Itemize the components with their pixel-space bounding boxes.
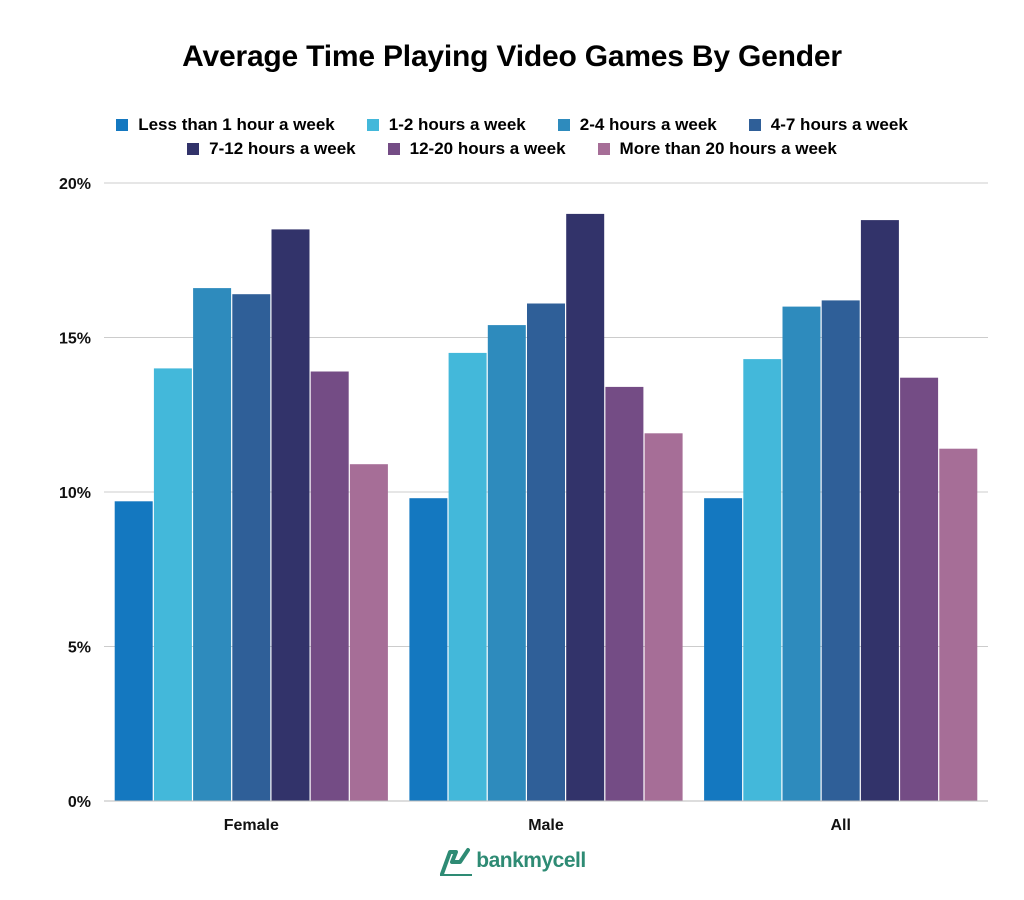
bar [566, 213, 605, 801]
bar [704, 498, 743, 801]
legend-label: 7-12 hours a week [209, 139, 356, 158]
bar [487, 325, 526, 801]
legend-label: 4-7 hours a week [770, 115, 908, 134]
bar [743, 359, 782, 801]
bar [782, 306, 821, 801]
bar [114, 501, 153, 801]
y-tick-label: 10% [59, 485, 91, 502]
legend-label: 2-4 hours a week [579, 115, 717, 134]
bar [644, 433, 683, 801]
legend-item: 2-4 hours a week [557, 114, 717, 136]
legend-item: 1-2 hours a week [366, 114, 526, 136]
legend-swatch [116, 119, 129, 131]
legend-label: 1-2 hours a week [388, 115, 526, 134]
legend-swatch [597, 143, 610, 155]
legend-swatch [557, 119, 570, 131]
bar [349, 464, 388, 801]
legend-label: 12-20 hours a week [409, 139, 566, 158]
y-tick-label: 15% [59, 331, 91, 348]
brand-logo: bankmycell [0, 846, 1024, 876]
bar [271, 229, 310, 801]
legend-item: 7-12 hours a week [187, 138, 356, 160]
logo-text: bankmycell [476, 849, 586, 872]
legend-label: Less than 1 hour a week [138, 115, 335, 134]
axes: 0% 5% 10% 15% 20% Female Male All [59, 176, 988, 834]
legend-swatch [387, 143, 400, 155]
bar [527, 303, 565, 801]
x-tick-label: Female [224, 817, 279, 834]
bars [114, 213, 978, 802]
legend-item: 4-7 hours a week [748, 114, 908, 136]
legend-label: More than 20 hours a week [619, 139, 837, 158]
bar [939, 448, 978, 801]
legend-item: 12-20 hours a week [387, 138, 566, 160]
legend: Less than 1 hour a week 1-2 hours a week 2… [60, 114, 964, 160]
bar [409, 498, 448, 801]
y-tick-label: 5% [68, 640, 91, 657]
bar [860, 220, 899, 802]
x-tick-label: All [830, 817, 850, 834]
legend-item: Less than 1 hour a week [116, 114, 335, 136]
bar [193, 288, 232, 802]
bar [900, 377, 939, 801]
bar [232, 294, 271, 801]
legend-swatch [748, 119, 761, 131]
chart-title: Average Time Playing Video Games By Gend… [182, 40, 842, 73]
bar [448, 352, 487, 801]
x-tick-label: Male [528, 817, 564, 834]
bar [605, 386, 644, 801]
y-tick-label: 20% [59, 176, 91, 193]
bar [310, 371, 349, 801]
y-tick-label: 0% [68, 794, 91, 811]
bankmycell-logo-icon [440, 848, 473, 876]
legend-swatch [187, 143, 200, 155]
bar [821, 300, 860, 801]
legend-item: More than 20 hours a week [597, 138, 837, 160]
legend-swatch [366, 119, 379, 131]
bar [153, 368, 192, 801]
